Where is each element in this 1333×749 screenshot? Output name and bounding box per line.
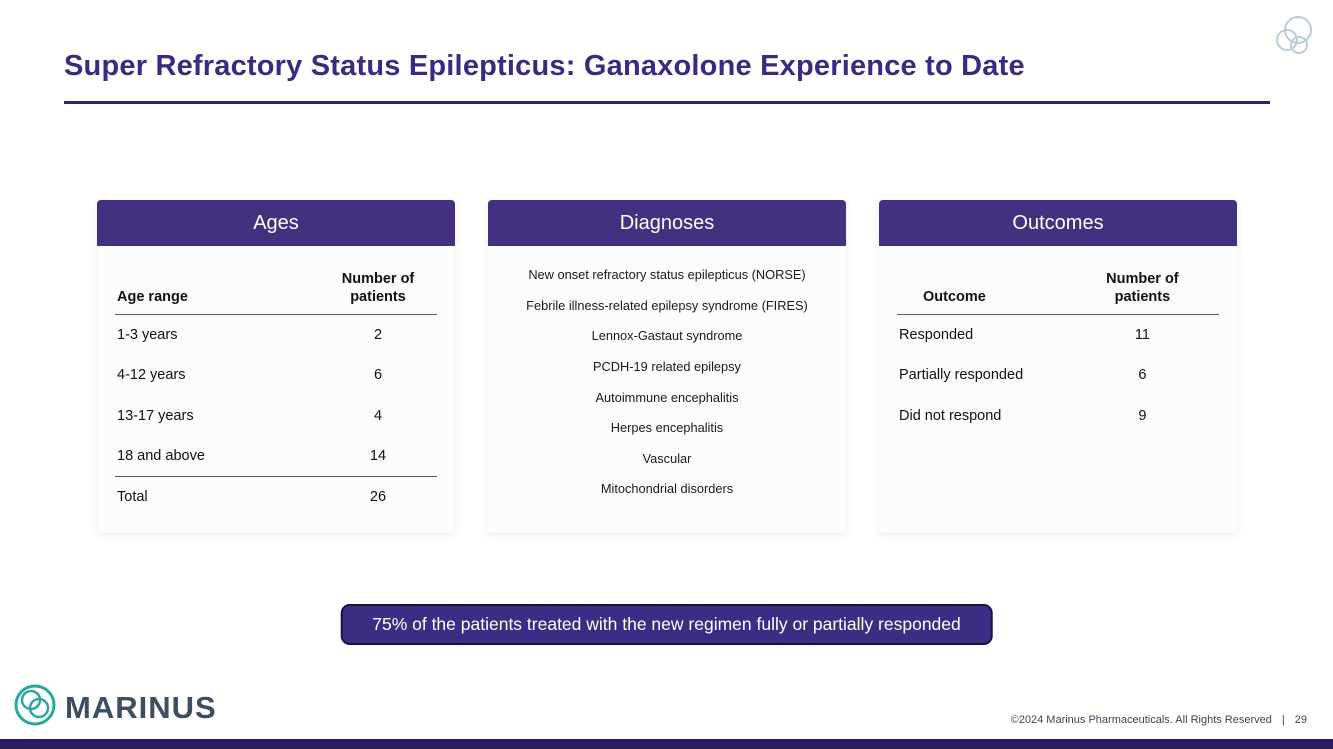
diagnoses-card-header: Diagnoses [488,200,846,246]
marinus-logo-icon [12,682,58,733]
diagnosis-item: Febrile illness-related epilepsy syndrom… [526,297,808,313]
ages-header-row: Age range Number of patients [115,260,437,315]
diagnosis-item: New onset refractory status epilepticus … [528,267,806,282]
outcomes-card-header: Outcomes [879,200,1237,246]
age-range-cell: 4-12 years [117,367,186,384]
bottom-accent-bar [0,739,1333,749]
patients-cell: 2 [373,327,383,344]
cards-row: Ages Age range Number of patients 1-3 ye… [97,200,1237,533]
diagnoses-list: New onset refractory status epilepticus … [506,254,828,505]
table-row: Did not respond 9 [897,396,1219,436]
outcome-cell: Partially responded [899,367,1024,384]
ages-col-patients: Number of patients [341,271,415,306]
outcomes-header-row: Outcome Number of patients [897,260,1219,315]
diagnosis-item: Lennox-Gastaut syndrome [591,328,743,344]
patients-cell: 9 [1138,407,1147,424]
total-value-cell: 26 [369,488,387,505]
diagnosis-item: Autoimmune encephalitis [595,389,739,405]
patients-cell: 4 [373,407,383,424]
diagnoses-card-body: New onset refractory status epilepticus … [488,246,846,522]
outcome-cell: Responded [899,327,974,344]
age-range-cell: 1-3 years [117,327,178,344]
total-row: Total 26 [115,476,437,517]
table-row: 18 and above 14 [115,436,437,477]
diagnoses-card: Diagnoses New onset refractory status ep… [488,200,846,533]
outcomes-col-patients: Number of patients [1106,271,1179,306]
patients-cell: 14 [369,447,387,464]
ages-card-body: Age range Number of patients 1-3 years 2… [97,246,455,533]
marinus-circles-watermark-icon [1265,10,1319,64]
ages-card-header: Ages [97,200,455,246]
table-row: 13-17 years 4 [115,396,437,436]
summary-banner-text: 75% of the patients treated with the new… [372,614,961,634]
outcome-cell: Did not respond [899,407,1002,424]
copyright-line: ©2024 Marinus Pharmaceuticals. All Right… [1011,714,1307,726]
table-row: Responded 11 [897,315,1219,356]
ages-card: Ages Age range Number of patients 1-3 ye… [97,200,455,533]
diagnosis-item: Herpes encephalitis [610,420,724,436]
ages-col-age-range: Age range [117,289,188,306]
diagnosis-item: Mitochondrial disorders [600,481,734,497]
outcomes-card: Outcomes Outcome Number of patients Resp… [879,200,1237,533]
diagnosis-item: PCDH-19 related epilepsy [593,358,741,374]
page-title: Super Refractory Status Epilepticus: Gan… [64,50,1025,82]
outcomes-card-body: Outcome Number of patients Responded 11 … [879,246,1237,522]
summary-banner: 75% of the patients treated with the new… [340,604,993,645]
copyright-text: ©2024 Marinus Pharmaceuticals. All Right… [1010,714,1272,726]
marinus-logo-text: MARINUS [65,689,217,725]
table-row: 1-3 years 2 [115,315,437,356]
table-row: 4-12 years 6 [115,355,437,395]
ages-table: Age range Number of patients 1-3 years 2… [115,260,437,517]
patients-cell: 6 [373,367,383,384]
outcomes-table: Outcome Number of patients Responded 11 … [897,260,1219,436]
outcomes-col-outcome: Outcome [923,289,986,306]
table-row: Partially responded 6 [897,355,1219,395]
page-number: 29 [1294,714,1307,726]
title-underline [64,101,1270,104]
patients-cell: 11 [1134,327,1150,344]
marinus-logo: MARINUS [12,682,217,733]
total-label-cell: Total [117,488,148,505]
age-range-cell: 18 and above [117,447,205,464]
patients-cell: 6 [1138,367,1147,384]
diagnosis-item: Vascular [642,450,692,466]
age-range-cell: 13-17 years [117,407,194,424]
copyright-divider: | [1281,714,1285,726]
